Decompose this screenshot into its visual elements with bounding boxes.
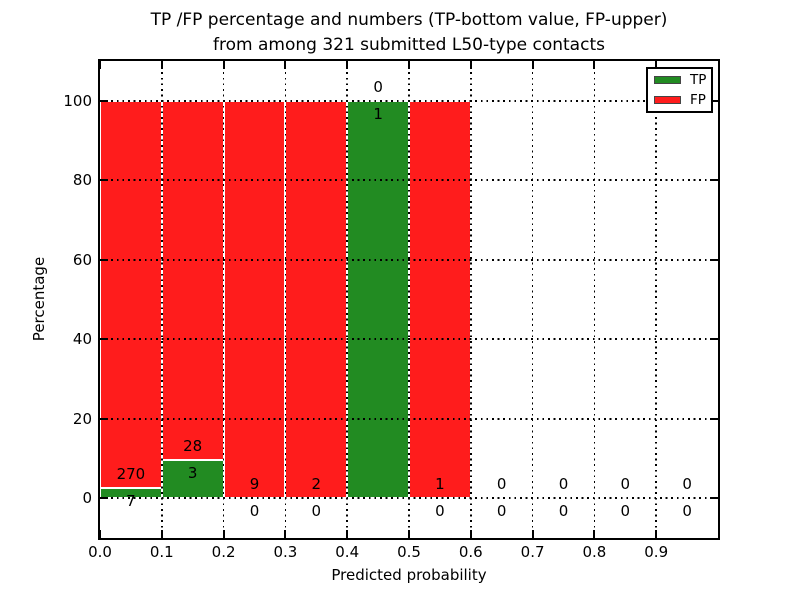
fp-bar [100, 100, 162, 489]
x-tick [408, 530, 410, 538]
legend-label-tp: TP [690, 72, 707, 88]
x-tick [531, 530, 534, 538]
x-tick-top [655, 61, 658, 69]
fp-bar [409, 100, 471, 499]
y-tick-right [710, 338, 718, 341]
fp-count-label: 2 [311, 475, 322, 494]
x-tick-label: 0.6 [458, 543, 483, 561]
chart-title: TP /FP percentage and numbers (TP-bottom… [100, 8, 718, 57]
x-tick-top [531, 61, 534, 69]
y-tick [100, 258, 108, 261]
x-tick [160, 530, 163, 538]
x-axis-label: Predicted probability [331, 566, 487, 584]
x-tick-top [593, 61, 596, 69]
x-tick-label: 0.8 [582, 543, 607, 561]
y-tick [100, 338, 108, 341]
x-tick-label: 0.3 [273, 543, 298, 561]
legend-entry-fp: FP [648, 91, 711, 109]
grid-line-vertical [222, 61, 225, 538]
fp-count-label: 9 [249, 475, 260, 494]
y-tick-label: 0 [82, 489, 92, 508]
y-tick [100, 99, 108, 102]
chart-title-line1: TP /FP percentage and numbers (TP-bottom… [150, 10, 668, 30]
tp-bar [347, 100, 409, 499]
x-tick-label: 0.9 [644, 543, 669, 561]
grid-line-vertical [408, 61, 410, 538]
x-tick-label: 0.7 [520, 543, 545, 561]
x-tick-top [346, 61, 349, 69]
x-tick [655, 530, 658, 538]
grid-line-vertical [470, 61, 472, 538]
x-tick [469, 530, 472, 538]
x-tick-top [469, 61, 472, 69]
grid-line-vertical [161, 61, 163, 538]
fp-bar [223, 100, 286, 499]
fp-count-label: 0 [620, 475, 631, 494]
fp-count-label: 0 [558, 475, 569, 494]
tp-count-label: 0 [620, 502, 631, 521]
grid-line-vertical [531, 61, 534, 538]
tp-count-label: 0 [249, 502, 260, 521]
x-tick-label: 0.0 [88, 543, 112, 561]
x-tick-top [284, 61, 287, 69]
x-tick [593, 530, 596, 538]
tp-count-label: 0 [311, 502, 322, 521]
grid-line-vertical [346, 61, 348, 538]
y-tick-right [710, 258, 718, 261]
tp-count-label: 7 [126, 492, 136, 511]
x-tick [99, 530, 101, 538]
tp-count-label: 1 [373, 104, 383, 123]
fp-bar [161, 100, 224, 460]
x-tick [284, 530, 287, 538]
tp-count-label: 0 [435, 502, 445, 521]
chart-title-line2: from among 321 submitted L50-type contac… [213, 34, 605, 55]
y-tick-label: 60 [72, 250, 92, 269]
x-tick-top [408, 61, 410, 69]
x-tick-top [99, 61, 101, 69]
fp-count-label: 28 [183, 436, 203, 455]
y-tick-right [710, 497, 718, 500]
x-tick-label: 0.5 [397, 543, 421, 561]
grid-line-vertical [593, 61, 596, 538]
x-tick-top [222, 61, 225, 69]
legend-label-fp: FP [690, 92, 706, 108]
fp-legend-swatch-icon [654, 96, 681, 104]
tp-count-label: 3 [187, 463, 198, 482]
fp-bar [285, 100, 348, 499]
y-tick-right [710, 99, 718, 102]
fp-count-label: 0 [496, 475, 507, 494]
y-tick [100, 497, 108, 500]
x-tick-top [160, 61, 163, 69]
grid-line-vertical [284, 61, 287, 538]
y-tick-right [710, 417, 718, 420]
x-tick-label: 0.4 [335, 543, 360, 561]
tp-count-label: 0 [558, 502, 569, 521]
tp-count-label: 0 [682, 502, 692, 521]
grid-line-vertical [655, 61, 657, 538]
x-tick [346, 530, 349, 538]
tp-count-label: 0 [496, 502, 507, 521]
fp-count-label: 0 [682, 475, 692, 494]
legend: TP FP [646, 67, 713, 113]
x-tick [222, 530, 225, 538]
y-tick-label: 40 [72, 330, 92, 349]
y-tick [100, 417, 108, 420]
tp-legend-swatch-icon [654, 76, 681, 84]
x-tick-label: 0.2 [211, 543, 236, 561]
y-tick-label: 100 [63, 91, 92, 110]
x-tick-label: 0.1 [149, 543, 174, 561]
y-tick [100, 179, 108, 182]
fp-count-label: 270 [116, 465, 146, 484]
fp-count-label: 1 [435, 475, 445, 494]
y-tick-label: 20 [72, 409, 92, 428]
legend-entry-tp: TP [648, 71, 711, 89]
y-tick-label: 80 [72, 171, 92, 190]
fp-count-label: 0 [373, 77, 383, 96]
y-tick-right [710, 179, 718, 182]
